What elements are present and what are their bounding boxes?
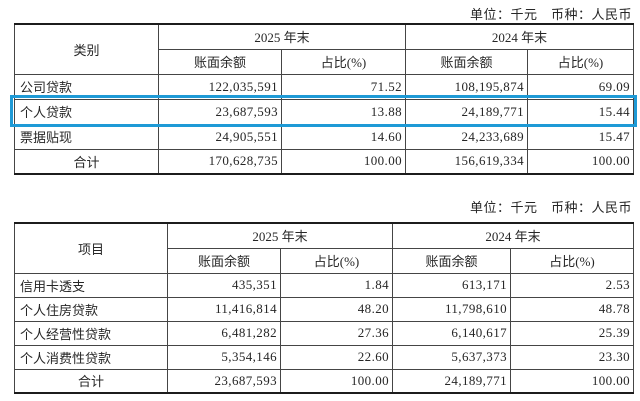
cell-ratio-2024: 100.00 xyxy=(527,148,635,175)
cell-ratio-2025: 100.00 xyxy=(280,148,407,175)
cell-balance-2025: 170,628,735 xyxy=(158,148,282,175)
column-group-2024: 2024 年末 xyxy=(405,23,635,50)
cell-balance-2025: 11,416,814 xyxy=(167,296,281,322)
table-row-personal-loans: 个人贷款 23,687,593 13.88 24,189,771 15.44 xyxy=(14,98,635,125)
cell-ratio-2025: 1.84 xyxy=(279,272,394,298)
column-header-ratio-2025: 占比(%) xyxy=(279,247,394,274)
cell-ratio-2024: 100.00 xyxy=(510,368,635,394)
row-label: 个人住房贷款 xyxy=(14,296,168,322)
table-row-total: 合计 170,628,735 100.00 156,619,334 100.00 xyxy=(14,148,635,175)
cell-balance-2024: 24,189,771 xyxy=(392,368,512,394)
table-row-personal-business-loans: 个人经营性贷款 6,481,282 27.36 6,140,617 25.39 xyxy=(14,320,635,346)
cell-balance-2024: 156,619,334 xyxy=(405,148,529,175)
row-label: 个人经营性贷款 xyxy=(14,320,168,346)
cell-balance-2024: 24,233,689 xyxy=(405,123,529,150)
column-header-balance-2024: 账面余额 xyxy=(392,247,512,274)
table-row-bill-discounting: 票据贴现 24,905,551 14.60 24,233,689 15.47 xyxy=(14,123,635,150)
cell-balance-2024: 108,195,874 xyxy=(405,73,529,100)
loans-by-type-table: 类别 2025 年末 2024 年末 账面余额 占比(%) 账面余额 占比(%)… xyxy=(14,23,635,175)
column-header-item: 项目 xyxy=(14,222,168,274)
column-header-balance-2024: 账面余额 xyxy=(405,48,529,75)
column-header-ratio-2025: 占比(%) xyxy=(280,48,407,75)
table-row-corporate-loans: 公司贷款 122,035,591 71.52 108,195,874 69.09 xyxy=(14,73,635,100)
cell-balance-2024: 5,637,373 xyxy=(392,344,512,370)
row-label: 票据贴现 xyxy=(14,123,159,150)
cell-ratio-2025: 22.60 xyxy=(279,344,394,370)
table-header-metric-row: 账面余额 占比(%) 账面余额 占比(%) xyxy=(15,48,635,75)
cell-ratio-2025: 71.52 xyxy=(280,73,407,100)
cell-balance-2025: 435,351 xyxy=(167,272,281,298)
cell-balance-2024: 24,189,771 xyxy=(405,98,529,125)
cell-balance-2025: 23,687,593 xyxy=(167,368,281,394)
table-header-metric-row: 账面余额 占比(%) 账面余额 占比(%) xyxy=(15,247,635,274)
column-header-ratio-2024: 占比(%) xyxy=(527,48,635,75)
cell-ratio-2024: 25.39 xyxy=(510,320,635,346)
cell-balance-2025: 24,905,551 xyxy=(158,123,282,150)
cell-balance-2024: 6,140,617 xyxy=(392,320,512,346)
cell-ratio-2024: 15.47 xyxy=(527,123,635,150)
column-group-2025: 2025 年末 xyxy=(166,222,394,249)
unit-currency-note-table1: 单位：千元 币种：人民币 xyxy=(469,7,632,22)
column-header-ratio-2024: 占比(%) xyxy=(510,247,635,274)
table-row-credit-card-overdraft: 信用卡透支 435,351 1.84 613,171 2.53 xyxy=(14,272,635,298)
column-group-2024: 2024 年末 xyxy=(392,222,635,249)
total-label: 合计 xyxy=(14,148,159,175)
column-header-category: 类别 xyxy=(14,23,159,75)
column-header-balance-2025: 账面余额 xyxy=(167,247,281,274)
cell-ratio-2024: 69.09 xyxy=(527,73,635,100)
row-label: 公司贷款 xyxy=(14,73,159,100)
unit-currency-note-table2: 单位：千元 币种：人民币 xyxy=(469,200,632,215)
row-label: 个人贷款 xyxy=(14,98,159,125)
row-label: 信用卡透支 xyxy=(14,272,168,298)
column-group-2025: 2025 年末 xyxy=(157,23,407,50)
cell-ratio-2024: 48.78 xyxy=(510,296,635,322)
table-row-personal-consumption-loans: 个人消费性贷款 5,354,146 22.60 5,637,373 23.30 xyxy=(14,344,635,370)
cell-balance-2024: 11,798,610 xyxy=(392,296,512,322)
cell-balance-2024: 613,171 xyxy=(392,272,512,298)
cell-balance-2025: 23,687,593 xyxy=(158,98,282,125)
column-header-balance-2025: 账面余额 xyxy=(158,48,282,75)
cell-balance-2025: 5,354,146 xyxy=(167,344,281,370)
cell-ratio-2024: 2.53 xyxy=(510,272,635,298)
personal-loans-breakdown-table: 项目 2025 年末 2024 年末 账面余额 占比(%) 账面余额 占比(%)… xyxy=(14,222,635,394)
cell-ratio-2025: 27.36 xyxy=(279,320,394,346)
cell-ratio-2025: 13.88 xyxy=(280,98,407,125)
total-label: 合计 xyxy=(14,368,168,394)
cell-ratio-2025: 14.60 xyxy=(280,123,407,150)
cell-ratio-2025: 48.20 xyxy=(279,296,394,322)
cell-ratio-2024: 15.44 xyxy=(527,98,635,125)
cell-ratio-2025: 100.00 xyxy=(279,368,394,394)
table-row-total: 合计 23,687,593 100.00 24,189,771 100.00 xyxy=(14,368,635,394)
row-label: 个人消费性贷款 xyxy=(14,344,168,370)
cell-balance-2025: 6,481,282 xyxy=(167,320,281,346)
cell-ratio-2024: 23.30 xyxy=(510,344,635,370)
table-header-year-row: 类别 2025 年末 2024 年末 xyxy=(14,23,635,75)
table-row-personal-housing-loans: 个人住房贷款 11,416,814 48.20 11,798,610 48.78 xyxy=(14,296,635,322)
table-header-year-row: 项目 2025 年末 2024 年末 xyxy=(14,222,635,274)
cell-balance-2025: 122,035,591 xyxy=(158,73,282,100)
